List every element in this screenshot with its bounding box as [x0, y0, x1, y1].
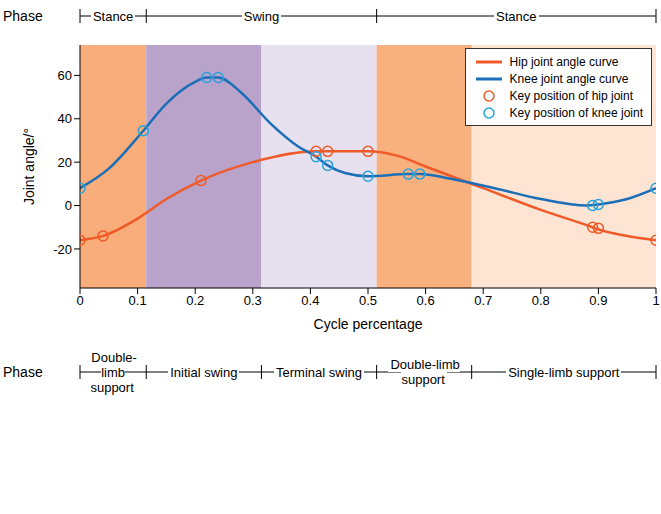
html-text:Stance: Stance	[496, 8, 537, 24]
svg-text:0: 0	[76, 293, 83, 308]
svg-text:Cycle percentage: Cycle percentage	[314, 316, 423, 332]
html-text:Key position of knee joint: Key position of knee joint	[509, 105, 643, 120]
svg-text:20: 20	[58, 155, 72, 170]
svg-text:0.9: 0.9	[589, 293, 607, 308]
html-text:Double-limb support: Double-limb support	[390, 357, 460, 387]
html-text:Swing: Swing	[243, 8, 280, 24]
svg-text:0.6: 0.6	[417, 293, 435, 308]
svg-text:-20: -20	[53, 242, 72, 257]
svg-text:0.2: 0.2	[186, 293, 204, 308]
svg-text:60: 60	[58, 68, 72, 83]
svg-text:Joint angle/°: Joint angle/°	[21, 128, 37, 205]
svg-text:0.1: 0.1	[129, 293, 147, 308]
html-text:Single-limb support: Single-limb support	[508, 364, 620, 380]
html-text:Initial swing: Initial swing	[170, 364, 238, 380]
html-text:Key position of hip joint: Key position of hip joint	[509, 88, 633, 103]
html-text:Hip joint angle curve: Hip joint angle curve	[509, 54, 619, 69]
svg-text:0.4: 0.4	[301, 293, 319, 308]
svg-text:40: 40	[58, 111, 72, 126]
html-text:Stance: Stance	[92, 8, 134, 24]
html-text:Double-limb support: Double-limb support	[90, 349, 137, 395]
svg-text:0.8: 0.8	[532, 293, 550, 308]
svg-text:0.7: 0.7	[474, 293, 492, 308]
html-text:Phase: Phase	[3, 8, 43, 24]
svg-text:0: 0	[65, 198, 72, 213]
html-text:Knee joint angle curve: Knee joint angle curve	[509, 71, 629, 86]
svg-text:0.3: 0.3	[244, 293, 262, 308]
html-text:Terminal swing: Terminal swing	[276, 364, 362, 380]
svg-text:0.5: 0.5	[359, 293, 377, 308]
svg-text:1: 1	[652, 293, 659, 308]
html-text:Phase: Phase	[3, 364, 43, 380]
